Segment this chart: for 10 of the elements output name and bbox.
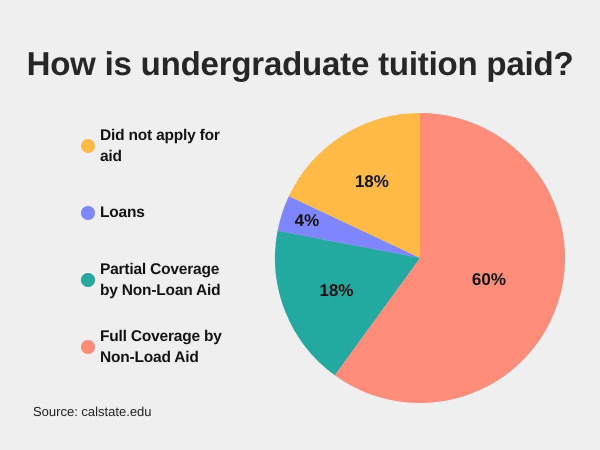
chart-title: How is undergraduate tuition paid? xyxy=(26,44,574,84)
legend-label: Loans xyxy=(100,203,146,223)
legend-label: Full Coverage by Non-Load Aid xyxy=(100,326,223,368)
legend-label: Partial Coverage by Non-Loan Aid xyxy=(100,260,222,300)
source-note: Source: calstate.edu xyxy=(33,404,152,419)
data-label: 60% xyxy=(472,270,506,290)
data-label: 18% xyxy=(319,280,354,300)
data-label: 18% xyxy=(354,172,389,191)
data-label: 4% xyxy=(294,210,320,230)
legend-label: Did not apply for aid xyxy=(100,126,221,166)
